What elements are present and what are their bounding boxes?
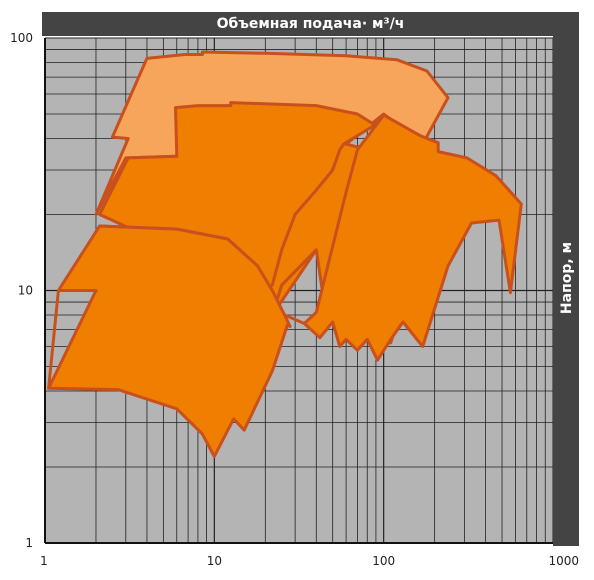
y-tick-label: 100	[10, 31, 33, 45]
x-tick-label: 10	[207, 554, 222, 568]
performance-region-4	[277, 113, 523, 362]
performance-region-5	[47, 224, 292, 458]
chart-title: Объемная подача· м³/ч	[216, 16, 405, 32]
x-tick-label: 100	[372, 554, 395, 568]
y-axis-label: Напор, м	[559, 241, 575, 315]
y-axis-bar	[553, 12, 579, 546]
y-tick-label: 10	[18, 284, 33, 298]
x-tick-label: 1000	[548, 554, 579, 568]
x-tick-label: 1	[40, 554, 48, 568]
chart-title-bar: Объемная подача· м³/ч	[42, 12, 579, 36]
y-tick-label: 1	[25, 536, 33, 550]
